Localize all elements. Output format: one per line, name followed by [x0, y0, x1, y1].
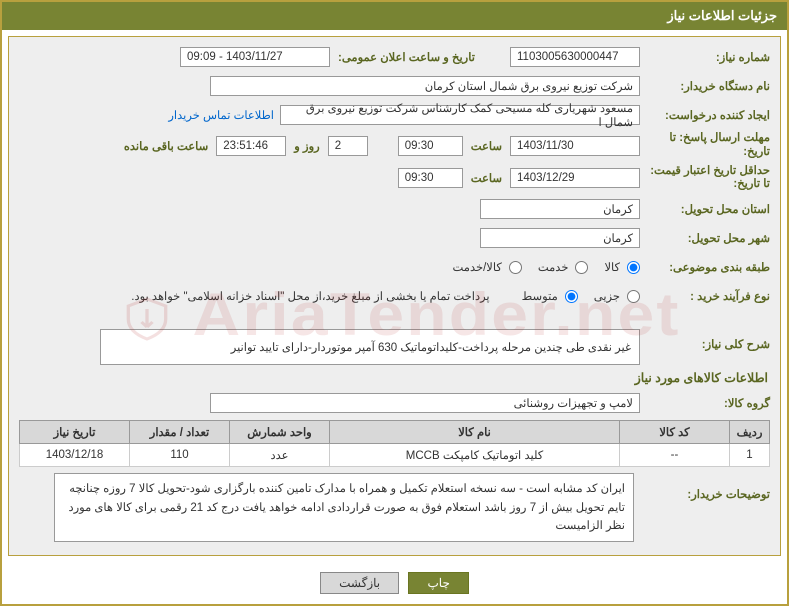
- cell-code: --: [620, 444, 730, 467]
- th-name: نام کالا: [330, 421, 620, 444]
- radio-category-goods[interactable]: [627, 261, 640, 274]
- label-reply-deadline: مهلت ارسال پاسخ: تا تاریخ:: [640, 132, 770, 160]
- label-price-validity: حداقل تاریخ اعتبار قیمت: تا تاریخ:: [640, 165, 770, 193]
- goods-table-wrap: ردیف کد کالا نام کالا واحد شمارش تعداد /…: [19, 420, 770, 467]
- label-goods-group: گروه کالا:: [640, 396, 770, 410]
- button-row: چاپ بازگشت: [8, 564, 781, 598]
- value-requester: مسعود شهریاری کله مسیحی کمک کارشناس شرکت…: [280, 105, 640, 125]
- value-reply-time: 09:30: [398, 136, 463, 156]
- th-code: کد کالا: [620, 421, 730, 444]
- label-requester: ایجاد کننده درخواست:: [640, 108, 770, 122]
- label-days-and: روز و: [286, 139, 327, 153]
- value-price-validity-time: 09:30: [398, 168, 463, 188]
- table-row: 1 -- کلید اتوماتیک کامپکت MCCB عدد 110 1…: [20, 444, 770, 467]
- radio-category-both[interactable]: [509, 261, 522, 274]
- content-area: شماره نیاز: 1103005630000447 تاریخ و ساع…: [2, 30, 787, 604]
- cell-unit: عدد: [230, 444, 330, 467]
- row-need-number: شماره نیاز: 1103005630000447 تاریخ و ساع…: [19, 45, 770, 69]
- panel-header: جزئیات اطلاعات نیاز: [2, 2, 787, 30]
- row-delivery-city: شهر محل تحویل: کرمان: [19, 226, 770, 250]
- goods-table: ردیف کد کالا نام کالا واحد شمارش تعداد /…: [19, 420, 770, 467]
- value-price-validity-date: 1403/12/29: [510, 168, 640, 188]
- label-buyer-org: نام دستگاه خریدار:: [640, 79, 770, 93]
- value-delivery-city: کرمان: [480, 228, 640, 248]
- label-price-validity-time: ساعت: [463, 171, 510, 185]
- label-delivery-province: استان محل تحویل:: [640, 202, 770, 216]
- details-panel: شماره نیاز: 1103005630000447 تاریخ و ساع…: [8, 36, 781, 556]
- cell-need-date: 1403/12/18: [20, 444, 130, 467]
- text-general-desc: غیر نقدی طی چندین مرحله پرداخت-کلیداتوما…: [231, 340, 631, 354]
- label-reply-time: ساعت: [463, 139, 510, 153]
- label-remaining: ساعت باقی مانده: [116, 139, 216, 153]
- row-process-type: نوع فرآیند خرید : جزیی متوسط پرداخت تمام…: [19, 284, 770, 308]
- th-row: ردیف: [730, 421, 770, 444]
- th-need-date: تاریخ نیاز: [20, 421, 130, 444]
- label-buyer-notes: توضیحات خریدار:: [640, 473, 770, 501]
- value-buyer-notes: ایران کد مشابه است - سه نسخه استعلام تکم…: [54, 473, 634, 542]
- radio-category-service[interactable]: [575, 261, 588, 274]
- row-price-validity: حداقل تاریخ اعتبار قیمت: تا تاریخ: 1403/…: [19, 165, 770, 193]
- cell-name: کلید اتوماتیک کامپکت MCCB: [330, 444, 620, 467]
- row-reply-deadline: مهلت ارسال پاسخ: تا تاریخ: 1403/11/30 سا…: [19, 132, 770, 160]
- cell-qty: 110: [130, 444, 230, 467]
- radio-process-minor[interactable]: [627, 290, 640, 303]
- row-buyer-org: نام دستگاه خریدار: شرکت توزیع نیروی برق …: [19, 74, 770, 98]
- label-process-type: نوع فرآیند خرید :: [640, 289, 770, 303]
- value-delivery-province: کرمان: [480, 199, 640, 219]
- radio-label-minor: جزیی: [594, 289, 620, 303]
- value-goods-group: لامپ و تجهیزات روشنائی: [210, 393, 640, 413]
- panel-title: جزئیات اطلاعات نیاز: [667, 8, 777, 23]
- text-process-note: پرداخت تمام یا بخشی از مبلغ خرید،از محل …: [131, 289, 489, 303]
- value-need-number: 1103005630000447: [510, 47, 640, 67]
- section-title-goods: اطلاعات کالاهای مورد نیاز: [19, 370, 768, 385]
- value-days-left: 2: [328, 136, 368, 156]
- radio-label-both: کالا/خدمت: [453, 260, 502, 274]
- radio-group-category: کالا خدمت کالا/خدمت: [441, 260, 641, 274]
- label-need-number: شماره نیاز:: [640, 50, 770, 64]
- back-button[interactable]: بازگشت: [320, 572, 399, 594]
- radio-label-goods: کالا: [604, 260, 620, 274]
- label-category: طبقه بندی موضوعی:: [640, 260, 770, 274]
- label-delivery-city: شهر محل تحویل:: [640, 231, 770, 245]
- main-panel: جزئیات اطلاعات نیاز شماره نیاز: 11030056…: [0, 0, 789, 606]
- row-category: طبقه بندی موضوعی: کالا خدمت کالا/خدمت: [19, 255, 770, 279]
- value-announce-datetime: 09:09 - 1403/11/27: [180, 47, 330, 67]
- row-buyer-notes: توضیحات خریدار: ایران کد مشابه است - سه …: [19, 473, 770, 542]
- th-qty: تعداد / مقدار: [130, 421, 230, 444]
- row-requester: ایجاد کننده درخواست: مسعود شهریاری کله م…: [19, 103, 770, 127]
- radio-label-medium: متوسط: [522, 289, 558, 303]
- radio-label-service: خدمت: [538, 260, 569, 274]
- print-button[interactable]: چاپ: [408, 572, 468, 594]
- value-time-remaining: 23:51:46: [216, 136, 286, 156]
- table-header-row: ردیف کد کالا نام کالا واحد شمارش تعداد /…: [20, 421, 770, 444]
- cell-row: 1: [730, 444, 770, 467]
- value-buyer-org: شرکت توزیع نیروی برق شمال استان کرمان: [210, 76, 640, 96]
- row-general-desc: شرح کلی نیاز: غیر نقدی طی چندین مرحله پر…: [19, 329, 770, 365]
- link-buyer-contact[interactable]: اطلاعات تماس خریدار: [168, 108, 274, 122]
- radio-group-process: جزیی متوسط: [510, 289, 640, 303]
- row-goods-group: گروه کالا: لامپ و تجهیزات روشنائی: [19, 391, 770, 415]
- row-delivery-province: استان محل تحویل: کرمان: [19, 197, 770, 221]
- value-reply-date: 1403/11/30: [510, 136, 640, 156]
- text-buyer-notes: ایران کد مشابه است - سه نسخه استعلام تکم…: [68, 483, 625, 532]
- radio-process-medium[interactable]: [565, 290, 578, 303]
- value-general-desc: غیر نقدی طی چندین مرحله پرداخت-کلیداتوما…: [100, 329, 640, 365]
- th-unit: واحد شمارش: [230, 421, 330, 444]
- label-general-desc: شرح کلی نیاز:: [640, 329, 770, 351]
- label-announce-datetime: تاریخ و ساعت اعلان عمومی:: [330, 50, 510, 64]
